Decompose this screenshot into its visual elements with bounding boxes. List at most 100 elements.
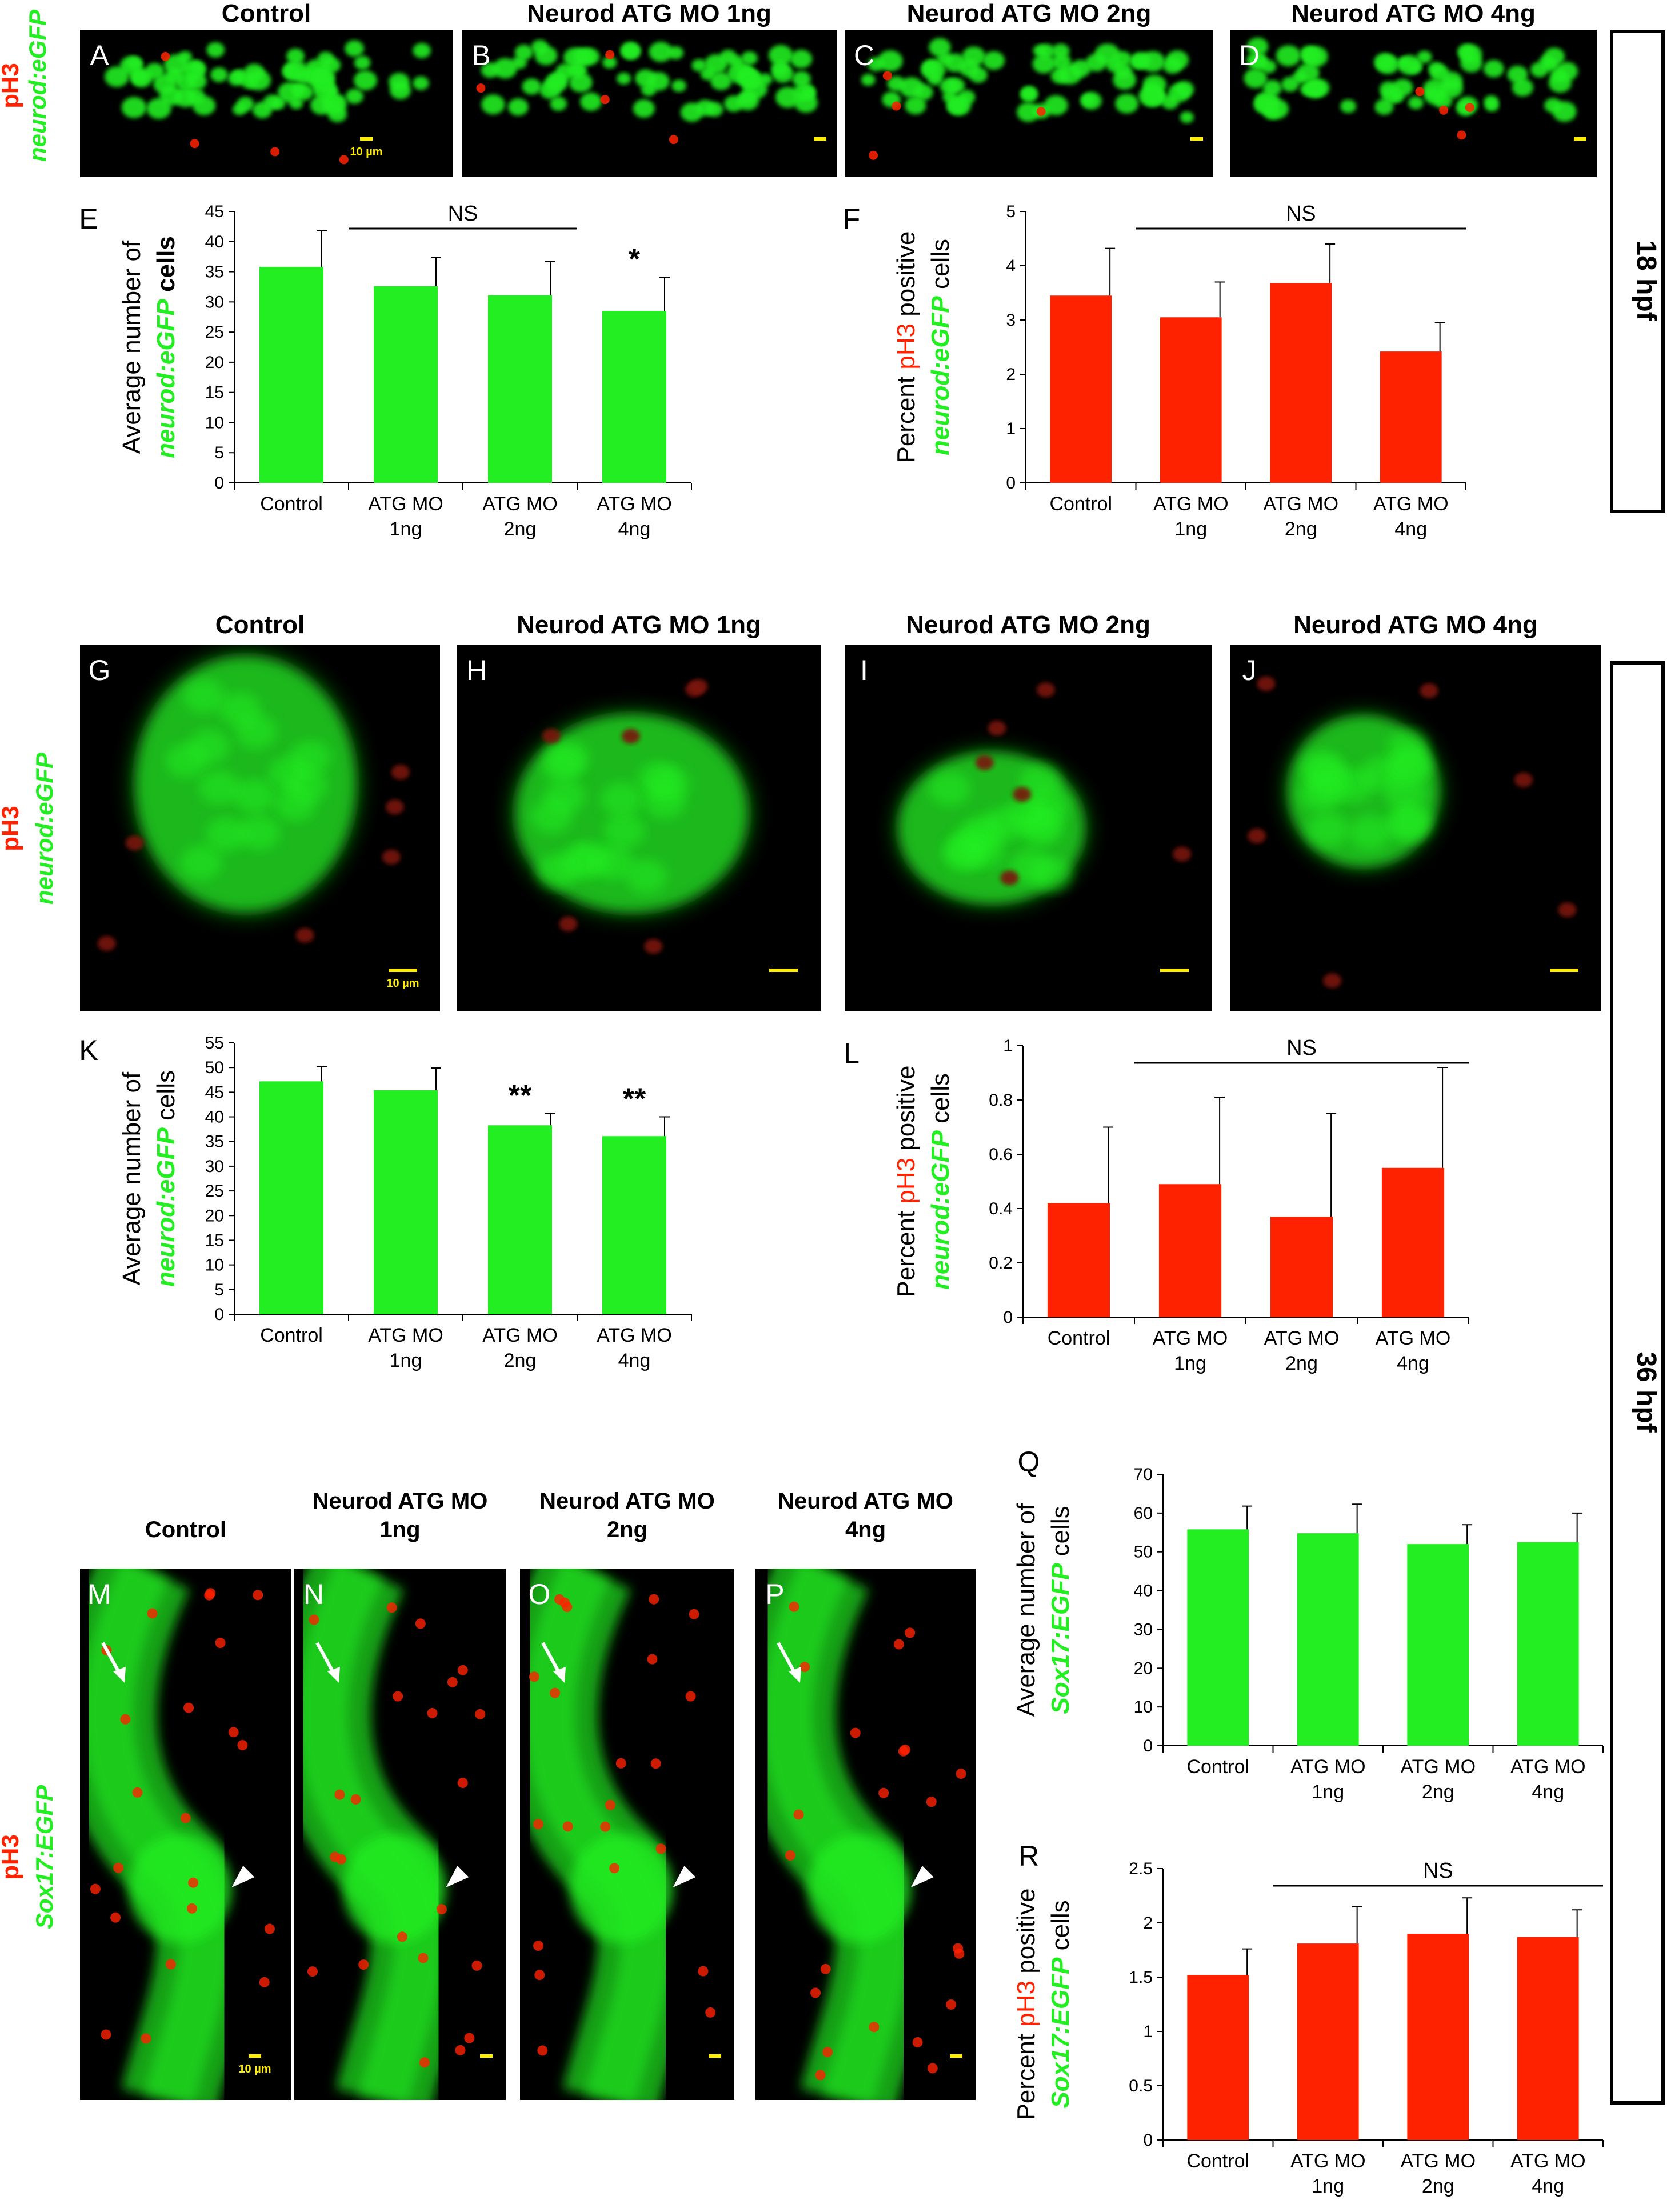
ph3-nucleus: [457, 1665, 468, 1675]
gfp-cell: [390, 81, 411, 99]
ph3-nucleus: [689, 679, 708, 694]
y-tick-label: 30: [1134, 1620, 1153, 1639]
y-tick-label: 1: [1143, 2022, 1153, 2041]
gfp-cell: [1247, 37, 1269, 56]
ph3-nucleus: [562, 1602, 573, 1613]
scale-bar: [360, 137, 373, 141]
ph3-nucleus: [386, 1602, 397, 1613]
bar: [1187, 1529, 1249, 1746]
gfp-cell: [1374, 53, 1395, 71]
gfp-cell: [617, 72, 631, 85]
ph3-nucleus: [183, 1702, 194, 1713]
micrograph-panel-A: A 10 µm: [80, 30, 453, 177]
gfp-cell: [800, 86, 816, 100]
micrograph-panel-P: P: [755, 1569, 976, 2100]
y-tick-label: 0: [214, 1305, 224, 1324]
gfp-cell: [1301, 49, 1322, 66]
ph3-nucleus: [1439, 105, 1449, 115]
ph3-nucleus: [334, 1789, 345, 1800]
pancreatic-bud: [343, 1834, 446, 1943]
scale-bar-label: 10 µm: [238, 2063, 271, 2075]
column-title: Neurod ATG MO 2ng: [907, 0, 1152, 27]
y-tick-label: 5: [214, 1281, 224, 1299]
ph3-nucleus: [427, 1708, 438, 1719]
labels-layer: Control Neurod ATG MO 1ng Neurod ATG MO 2n…: [0, 0, 1665, 2105]
gfp-cell: [354, 70, 377, 91]
micrograph-panel-M: M 10 µm: [80, 1569, 291, 2100]
ph3-nucleus: [436, 1904, 447, 1915]
ph3-nucleus: [1036, 682, 1055, 698]
bar: [374, 286, 438, 483]
gfp-cell: [635, 69, 657, 87]
significance-marker: *: [629, 243, 641, 276]
gfp-cell: [621, 42, 641, 59]
ph3-nucleus: [793, 1809, 804, 1820]
micrograph-panel-H: H: [457, 645, 821, 1011]
timepoint-box: [1610, 30, 1665, 513]
arrow-head-icon: [327, 1667, 340, 1683]
micrograph-panel-B: B: [462, 30, 837, 177]
ph3-nucleus: [1558, 902, 1577, 918]
y-axis-label: Percent pH3 positive: [1012, 1888, 1040, 2120]
gfp-cell: [603, 814, 645, 849]
gfp-cell: [181, 845, 222, 880]
chart-K: 0 5 10 15 20 25 30 35 40 45 50 55 Control ATG MO 1ng AT…: [79, 1034, 692, 1371]
timepoint-box: [1610, 661, 1665, 2105]
gfp-cell: [327, 106, 347, 123]
stain-label-green: neurod:eGFP: [31, 752, 58, 905]
gfp-cell: [1254, 91, 1280, 113]
bar: [1407, 1934, 1469, 2140]
ph3-nucleus: [785, 1850, 796, 1861]
bar: [1297, 1533, 1359, 1746]
ph3-nucleus: [397, 1931, 407, 1942]
panel-letter: B: [471, 39, 490, 71]
ph3-nucleus: [669, 135, 678, 145]
gfp-cell: [322, 85, 338, 98]
ph3-nucleus: [1173, 846, 1192, 862]
arrowhead-icon: [673, 1866, 696, 1887]
timepoint-label: 18 hpf: [1631, 240, 1661, 321]
arrow-head-icon: [113, 1667, 126, 1683]
x-tick-label: 1ng: [1174, 1353, 1206, 1374]
micrograph-layer: A 10 µm B C D G 10 µm H I J M 10 µm N O P: [80, 30, 1601, 2100]
gfp-cell: [710, 72, 732, 90]
bar: [1187, 1975, 1249, 2140]
ph3-nucleus: [600, 95, 610, 105]
arrow-head-icon: [789, 1667, 801, 1683]
gfp-cell: [1081, 94, 1096, 106]
y-tick-label: 40: [1134, 1582, 1153, 1601]
gfp-cell: [1174, 81, 1194, 98]
x-tick-label: Control: [1048, 1327, 1110, 1349]
ph3-nucleus: [898, 1746, 909, 1757]
ph3-nucleus: [644, 939, 663, 954]
ph3-nucleus: [810, 1987, 821, 1998]
ph3-nucleus: [190, 139, 199, 149]
ph3-nucleus: [457, 1778, 468, 1789]
ph3-nucleus: [892, 101, 901, 111]
x-tick-label: Control: [1186, 2150, 1249, 2172]
gfp-cell: [164, 54, 189, 75]
gfp-cell: [959, 59, 980, 77]
scale-bar: [1190, 137, 1203, 141]
y-tick-label: 20: [205, 1206, 224, 1225]
gfp-cell: [1385, 806, 1427, 841]
gfp-cell: [1276, 45, 1301, 67]
ph3-nucleus: [954, 1948, 965, 1959]
gfp-cell: [877, 50, 903, 71]
y-tick-label: 0.6: [989, 1145, 1013, 1164]
bar: [488, 295, 552, 483]
x-tick-label: Control: [260, 1325, 323, 1346]
y-tick-label: 0: [214, 474, 224, 493]
ph3-nucleus: [215, 1638, 226, 1649]
gfp-cell: [868, 57, 885, 71]
bar: [602, 1136, 666, 1314]
gfp-cell: [790, 49, 813, 69]
ph3-nucleus: [554, 1594, 565, 1605]
x-tick-label: Control: [1049, 493, 1112, 515]
scale-bar: [769, 969, 798, 972]
x-tick-label: ATG MO: [597, 1325, 672, 1346]
y-tick-label: 40: [205, 233, 224, 251]
x-tick-label: ATG MO: [368, 493, 443, 515]
gfp-cell: [771, 61, 789, 77]
bar: [488, 1125, 552, 1314]
